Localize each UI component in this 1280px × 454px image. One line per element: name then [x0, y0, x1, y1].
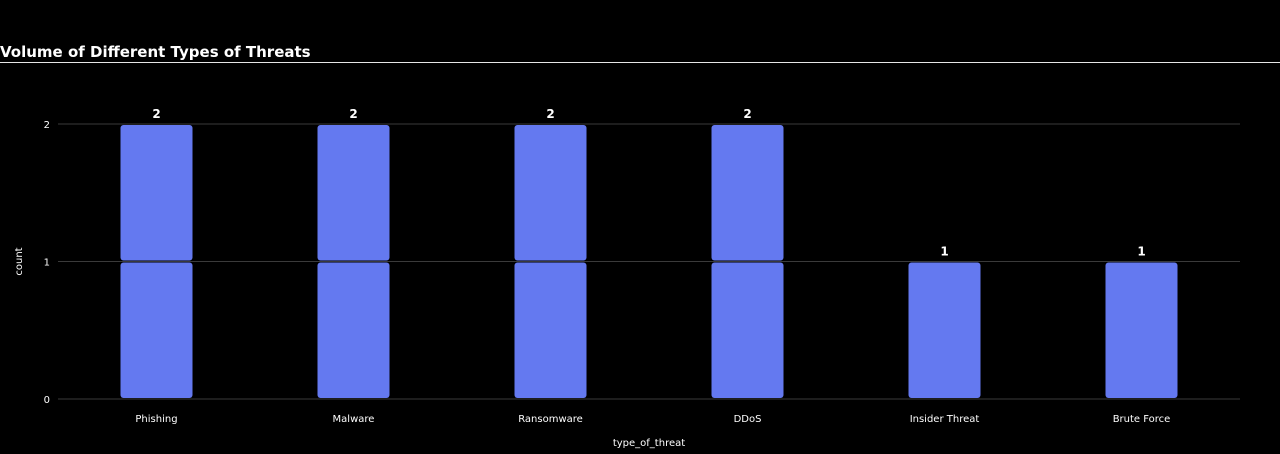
chart-title: Volume of Different Types of Threats [0, 43, 311, 61]
bar-segment [908, 262, 981, 398]
bar-segment [120, 125, 193, 261]
data-label: 1 [1137, 245, 1145, 259]
bar-segment [1105, 262, 1178, 398]
x-tick-label: DDoS [734, 414, 762, 425]
bar-segment [711, 125, 784, 261]
data-label: 2 [743, 107, 751, 121]
y-tick-label: 0 [44, 395, 50, 406]
bar-segment [120, 262, 193, 398]
x-axis-ticks: Phishing Malware Ransomware DDoS Insider Thr… [135, 414, 1170, 425]
x-tick-label: Malware [333, 414, 375, 425]
data-label: 2 [546, 107, 554, 121]
x-tick-label: Insider Threat [910, 414, 980, 425]
bar-segment [317, 125, 390, 261]
data-labels: 2 2 2 2 1 1 [152, 107, 1145, 259]
x-tick-label: Ransomware [518, 414, 583, 425]
data-label: 2 [349, 107, 357, 121]
title-divider [0, 62, 1280, 63]
bar [120, 125, 193, 398]
bar-segment [317, 262, 390, 398]
data-label: 1 [940, 245, 948, 259]
bar [317, 125, 390, 398]
x-tick-label: Phishing [135, 414, 177, 425]
bar-segment [711, 262, 784, 398]
y-tick-label: 1 [44, 258, 50, 269]
bar-segment [514, 262, 587, 398]
bar [514, 125, 587, 398]
y-tick-label: 2 [44, 120, 50, 131]
bar [908, 262, 981, 398]
x-tick-label: Brute Force [1113, 414, 1171, 425]
x-axis-label: type_of_threat [613, 438, 685, 449]
y-axis-label: count [14, 247, 25, 275]
bar [711, 125, 784, 398]
bars [120, 125, 1178, 398]
y-axis-ticks: 0 1 2 [44, 120, 50, 406]
bar-segment [514, 125, 587, 261]
gridlines [58, 123, 1240, 400]
bar [1105, 262, 1178, 398]
data-label: 2 [152, 107, 160, 121]
